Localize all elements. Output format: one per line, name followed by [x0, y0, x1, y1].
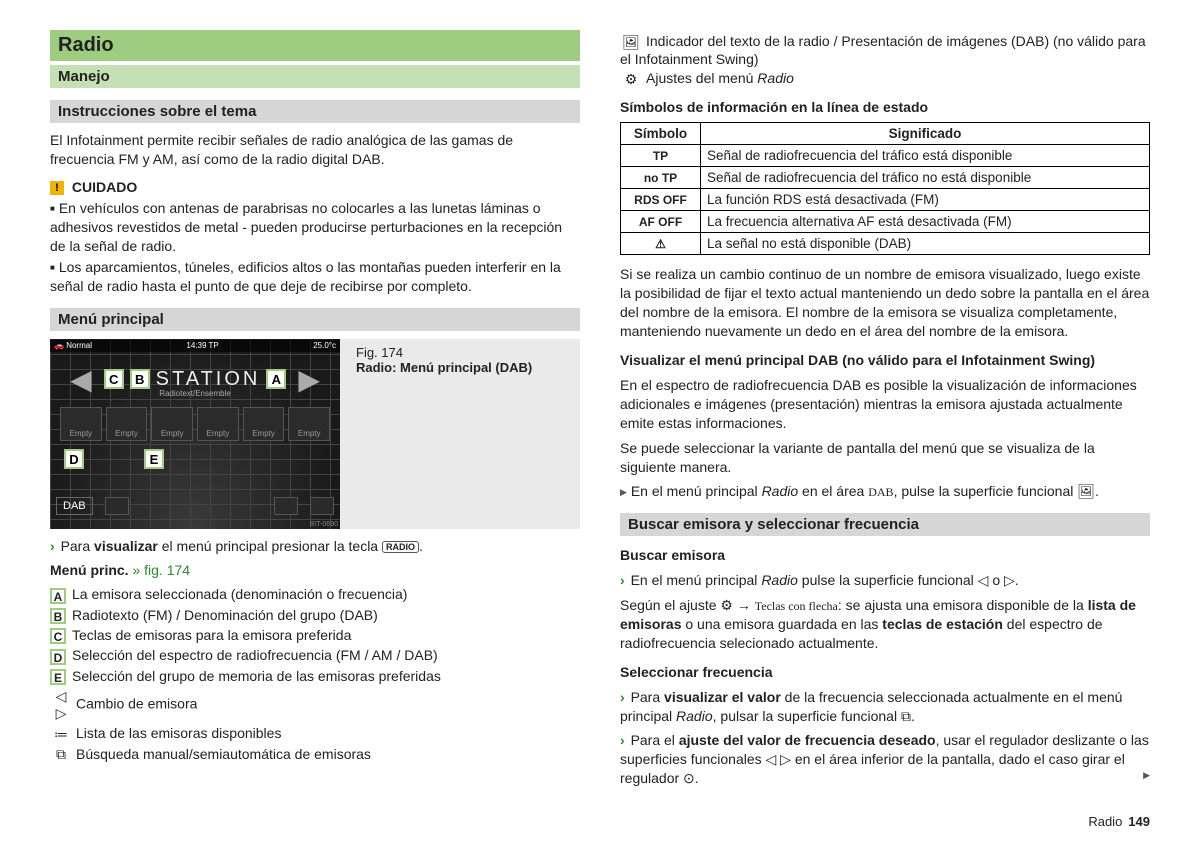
paragraph: En el espectro de radiofrecuencia DAB es…	[620, 376, 1150, 433]
figure-caption: Fig. 174 Radio: Menú principal (DAB)	[350, 339, 538, 529]
page-title: Radio	[50, 30, 580, 61]
step-line: › Para el ajuste del valor de frecuencia…	[620, 731, 1150, 788]
dab-heading: Visualizar el menú principal DAB (no vál…	[620, 351, 1150, 370]
right-column: 🖼Indicador del texto de la radio / Prese…	[620, 30, 1150, 825]
heading-instrucciones: Instrucciones sobre el tema	[50, 100, 580, 123]
intro-text: El Infotainment permite recibir señales …	[50, 131, 580, 169]
heading-manejo: Manejo	[50, 65, 580, 88]
symbols-table: SímboloSignificado TPSeñal de radiofrecu…	[620, 122, 1150, 255]
sub-heading: Buscar emisora	[620, 546, 1150, 565]
paragraph: Se puede seleccionar la variante de pant…	[620, 439, 1150, 477]
step-line: › Para visualizar el valor de la frecuen…	[620, 688, 1150, 726]
page-footer: Radio149	[1088, 814, 1150, 829]
caution-header: ! CUIDADO	[50, 179, 580, 195]
letter-list: ALa emisora seleccionada (denominación o…	[50, 586, 580, 763]
caution-item: Los aparcamientos, túneles, edificios al…	[50, 259, 561, 294]
heading-menu: Menú principal	[50, 308, 580, 331]
caution-item: En vehículos con antenas de parabrisas n…	[50, 200, 562, 254]
caution-label: CUIDADO	[72, 179, 137, 195]
caution-list: ■En vehículos con antenas de parabrisas …	[50, 199, 580, 295]
radio-key: RADIO	[382, 541, 419, 553]
image-icon: 🖼	[620, 34, 642, 51]
figure-block: 🚗 Normal 14:39 TP 25.0°c ◀ C B STATION A…	[50, 339, 580, 529]
left-column: Radio Manejo Instrucciones sobre el tema…	[50, 30, 580, 825]
paragraph: Según el ajuste ⚙ → Teclas con flecha: s…	[620, 596, 1150, 653]
table-caption: Símbolos de información en la línea de e…	[620, 98, 1150, 117]
caution-icon: !	[50, 181, 64, 195]
step-line: ▶ En el menú principal Radio en el área …	[620, 482, 1150, 501]
step-line: › En el menú principal Radio pulse la su…	[620, 571, 1150, 590]
show-menu-line: › Para visualizar el menú principal pres…	[50, 537, 580, 556]
heading-buscar: Buscar emisora y seleccionar frecuencia	[620, 513, 1150, 536]
sub-heading: Seleccionar frecuencia	[620, 663, 1150, 682]
paragraph: Si se realiza un cambio continuo de un n…	[620, 265, 1150, 341]
gear-icon: ⚙	[620, 71, 642, 88]
figure-image: 🚗 Normal 14:39 TP 25.0°c ◀ C B STATION A…	[50, 339, 340, 529]
menu-subhead: Menú princ. » fig. 174	[50, 561, 580, 580]
